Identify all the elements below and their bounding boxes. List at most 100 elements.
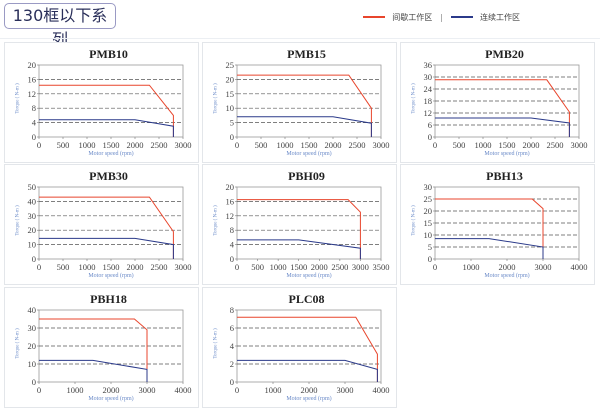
y-tick-label: 50 xyxy=(28,182,37,192)
y-tick-label: 2 xyxy=(230,359,234,369)
y-axis-label: Torque ( N-m ) xyxy=(411,205,417,236)
legend-separator: | xyxy=(440,12,443,22)
x-axis-label: Motor speed (rpm) xyxy=(484,273,530,279)
x-axis-label: Motor speed (rpm) xyxy=(88,396,134,402)
y-tick-label: 0 xyxy=(428,254,432,264)
chart-plot: 0 10 20 30 40 0 1000 2000 3000 4000 xyxy=(28,305,192,395)
x-tick-label: 4000 xyxy=(175,385,192,395)
series-continuous-line xyxy=(237,239,361,259)
x-tick-label: 2500 xyxy=(151,262,168,272)
chart-title: PLC08 xyxy=(288,292,325,306)
x-tick-label: 1000 xyxy=(265,385,282,395)
x-tick-label: 0 xyxy=(37,262,41,272)
series-continuous-line xyxy=(39,359,148,382)
x-tick-label: 1000 xyxy=(277,140,294,150)
y-tick-label: 20 xyxy=(226,74,235,84)
chart-title: PMB30 xyxy=(89,169,128,183)
y-tick-label: 15 xyxy=(424,218,433,228)
x-tick-label: 3000 xyxy=(352,262,369,272)
chart-panel-pbh09: 0 4 8 12 16 20 0 500 1000 1500 2000 2500 3000 3500 PB… xyxy=(202,164,397,285)
chart-title: PMB20 xyxy=(485,47,524,61)
x-tick-label: 3000 xyxy=(337,385,354,395)
y-tick-label: 5 xyxy=(230,118,234,128)
chart-panel-plc08: 0 2 4 6 8 0 1000 2000 3000 4000 PLC08 Torque ( N-… xyxy=(202,287,397,408)
y-tick-label: 4 xyxy=(230,341,235,351)
x-tick-label: 500 xyxy=(57,140,70,150)
y-tick-label: 12 xyxy=(424,108,433,118)
y-tick-label: 6 xyxy=(428,120,432,130)
series-intermittent-line xyxy=(237,199,361,259)
legend-item-continuous: 连续工作区 xyxy=(451,12,520,23)
series-intermittent-line xyxy=(435,79,570,137)
chart-title: PBH13 xyxy=(486,169,523,183)
series-intermittent-line xyxy=(39,84,174,137)
y-axis-label: Torque ( N-m ) xyxy=(411,83,417,114)
x-tick-label: 2000 xyxy=(523,140,540,150)
y-tick-label: 0 xyxy=(32,254,36,264)
x-tick-label: 500 xyxy=(255,140,268,150)
y-tick-label: 4 xyxy=(32,118,37,128)
y-tick-label: 0 xyxy=(230,132,234,142)
chart-plot: 0 5 10 15 20 25 0 500 1000 1500 2000 2500 3000 xyxy=(226,60,390,150)
y-tick-label: 40 xyxy=(28,196,37,206)
x-tick-label: 1500 xyxy=(499,140,516,150)
y-tick-label: 30 xyxy=(28,323,37,333)
section-title: 130框以下系列 xyxy=(4,3,116,49)
series-intermittent-line xyxy=(237,316,378,382)
y-tick-label: 0 xyxy=(32,377,36,387)
series-continuous-line xyxy=(435,117,570,137)
x-tick-label: 1500 xyxy=(103,140,120,150)
y-tick-label: 8 xyxy=(32,103,36,113)
y-tick-label: 24 xyxy=(424,84,433,94)
x-tick-label: 2000 xyxy=(127,262,144,272)
series-continuous-line xyxy=(237,116,372,137)
y-axis-label: Torque ( N-m ) xyxy=(213,205,219,236)
y-tick-label: 36 xyxy=(424,60,433,70)
chart-panel-pbh18: 0 10 20 30 40 0 1000 2000 3000 4000 PBH18 Torque … xyxy=(4,287,199,408)
plot-frame xyxy=(38,186,184,260)
x-axis-label: Motor speed (rpm) xyxy=(286,273,332,279)
x-tick-label: 2000 xyxy=(301,385,318,395)
series-intermittent-line xyxy=(435,198,544,259)
y-tick-label: 10 xyxy=(226,103,235,113)
legend-label-intermittent: 间歇工作区 xyxy=(392,12,433,22)
x-axis-label: Motor speed (rpm) xyxy=(484,151,530,157)
y-tick-label: 25 xyxy=(226,60,235,70)
y-tick-label: 30 xyxy=(424,72,433,82)
plot-frame xyxy=(236,64,382,138)
x-tick-label: 0 xyxy=(235,385,239,395)
y-tick-label: 0 xyxy=(230,254,234,264)
y-tick-label: 10 xyxy=(28,240,37,250)
chart-plot: 0 2 4 6 8 0 1000 2000 3000 4000 xyxy=(230,305,390,395)
series-intermittent-line xyxy=(39,318,148,382)
y-tick-label: 20 xyxy=(28,60,37,70)
y-tick-label: 30 xyxy=(424,182,433,192)
y-tick-label: 0 xyxy=(32,132,36,142)
x-tick-label: 3000 xyxy=(373,140,390,150)
x-tick-label: 3000 xyxy=(139,385,156,395)
x-tick-label: 1000 xyxy=(475,140,492,150)
x-tick-label: 2500 xyxy=(151,140,168,150)
x-tick-label: 3000 xyxy=(535,262,552,272)
x-tick-label: 2000 xyxy=(499,262,516,272)
y-tick-label: 8 xyxy=(230,305,234,315)
y-tick-label: 0 xyxy=(230,377,234,387)
x-tick-label: 2500 xyxy=(547,140,564,150)
series-intermittent-line xyxy=(39,196,174,259)
x-axis-label: Motor speed (rpm) xyxy=(88,273,134,279)
y-tick-label: 12 xyxy=(28,89,37,99)
x-tick-label: 0 xyxy=(235,262,239,272)
y-tick-label: 10 xyxy=(28,359,37,369)
x-tick-label: 2000 xyxy=(103,385,120,395)
x-tick-label: 1000 xyxy=(79,140,96,150)
y-tick-label: 10 xyxy=(424,230,433,240)
y-axis-label: Torque ( N-m ) xyxy=(213,83,219,114)
y-tick-label: 20 xyxy=(424,206,433,216)
y-axis-label: Torque ( N-m ) xyxy=(213,328,219,359)
chart-panel-pbh13: 0 5 10 15 20 25 30 0 1000 2000 3000 4000 PBH13 Torq… xyxy=(400,164,595,285)
legend-swatch-continuous xyxy=(451,16,473,18)
legend: 间歇工作区 | 连续工作区 xyxy=(363,10,520,24)
